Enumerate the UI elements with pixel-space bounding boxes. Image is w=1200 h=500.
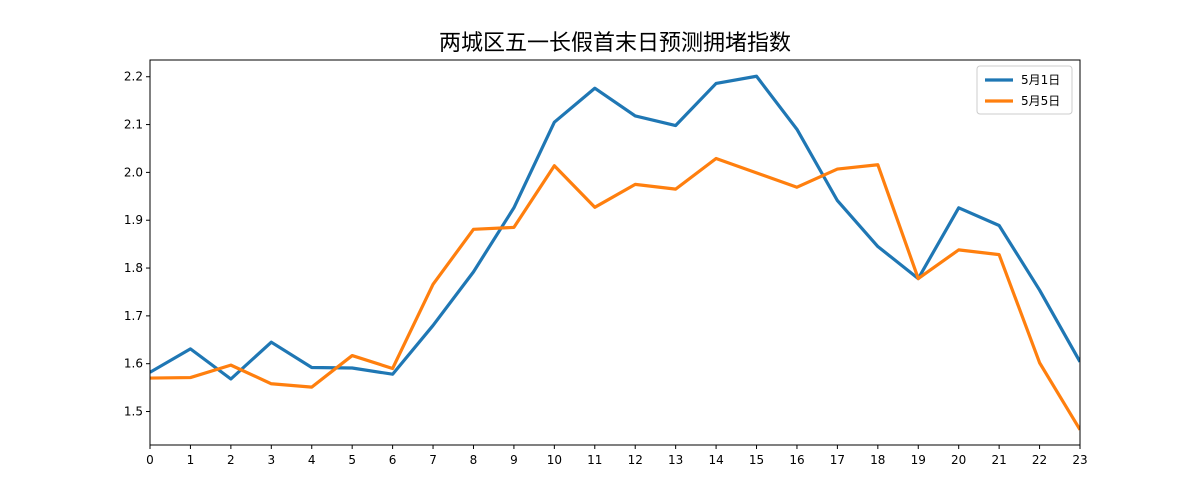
- y-tick-label: 1.8: [124, 261, 143, 275]
- y-tick-label: 1.9: [124, 213, 143, 227]
- x-tick-label: 5: [348, 453, 356, 467]
- x-tick-label: 6: [389, 453, 397, 467]
- x-tick-label: 7: [429, 453, 437, 467]
- x-tick-label: 12: [628, 453, 643, 467]
- chart-title: 两城区五一长假首末日预测拥堵指数: [439, 31, 791, 56]
- x-tick-label: 4: [308, 453, 316, 467]
- x-tick-label: 0: [146, 453, 154, 467]
- x-tick-label: 17: [830, 453, 845, 467]
- x-tick-label: 19: [911, 453, 926, 467]
- x-tick-label: 18: [870, 453, 885, 467]
- y-tick-label: 2.1: [124, 118, 143, 132]
- y-tick-label: 2.0: [124, 165, 143, 179]
- x-tick-label: 15: [749, 453, 764, 467]
- series-line-2: [150, 156, 1080, 431]
- x-tick-label: 14: [708, 453, 723, 467]
- plot-frame: [149, 59, 1081, 446]
- x-tick-label: 9: [510, 453, 518, 467]
- x-tick-label: 21: [991, 453, 1006, 467]
- x-tick-label: 1: [187, 453, 195, 467]
- axes: 0 1 2 3 4 5 6 7 8 9 10 11 12 13 14 15 16 17 18 19 20 21 22 231.…: [124, 59, 1088, 467]
- x-tick-label: 16: [789, 453, 804, 467]
- x-tick-label: 13: [668, 453, 683, 467]
- y-tick-label: 1.6: [124, 357, 143, 371]
- x-tick-label: 11: [587, 453, 602, 467]
- x-tick-label: 22: [1032, 453, 1047, 467]
- x-tick-label: 20: [951, 453, 966, 467]
- x-tick-label: 8: [470, 453, 478, 467]
- legend-label-1: 5月1日: [1021, 73, 1060, 87]
- x-tick-label: 10: [547, 453, 562, 467]
- x-tick-label: 3: [267, 453, 275, 467]
- series-line-1: [150, 74, 1080, 381]
- y-tick-label: 1.5: [124, 405, 143, 419]
- plot-area: [150, 74, 1080, 431]
- y-tick-label: 1.7: [124, 309, 143, 323]
- x-tick-label: 23: [1072, 453, 1087, 467]
- legend-label-2: 5月5日: [1021, 94, 1060, 108]
- legend: 5月1日 5月5日: [976, 65, 1073, 115]
- y-tick-label: 2.2: [124, 70, 143, 84]
- x-tick-label: 2: [227, 453, 235, 467]
